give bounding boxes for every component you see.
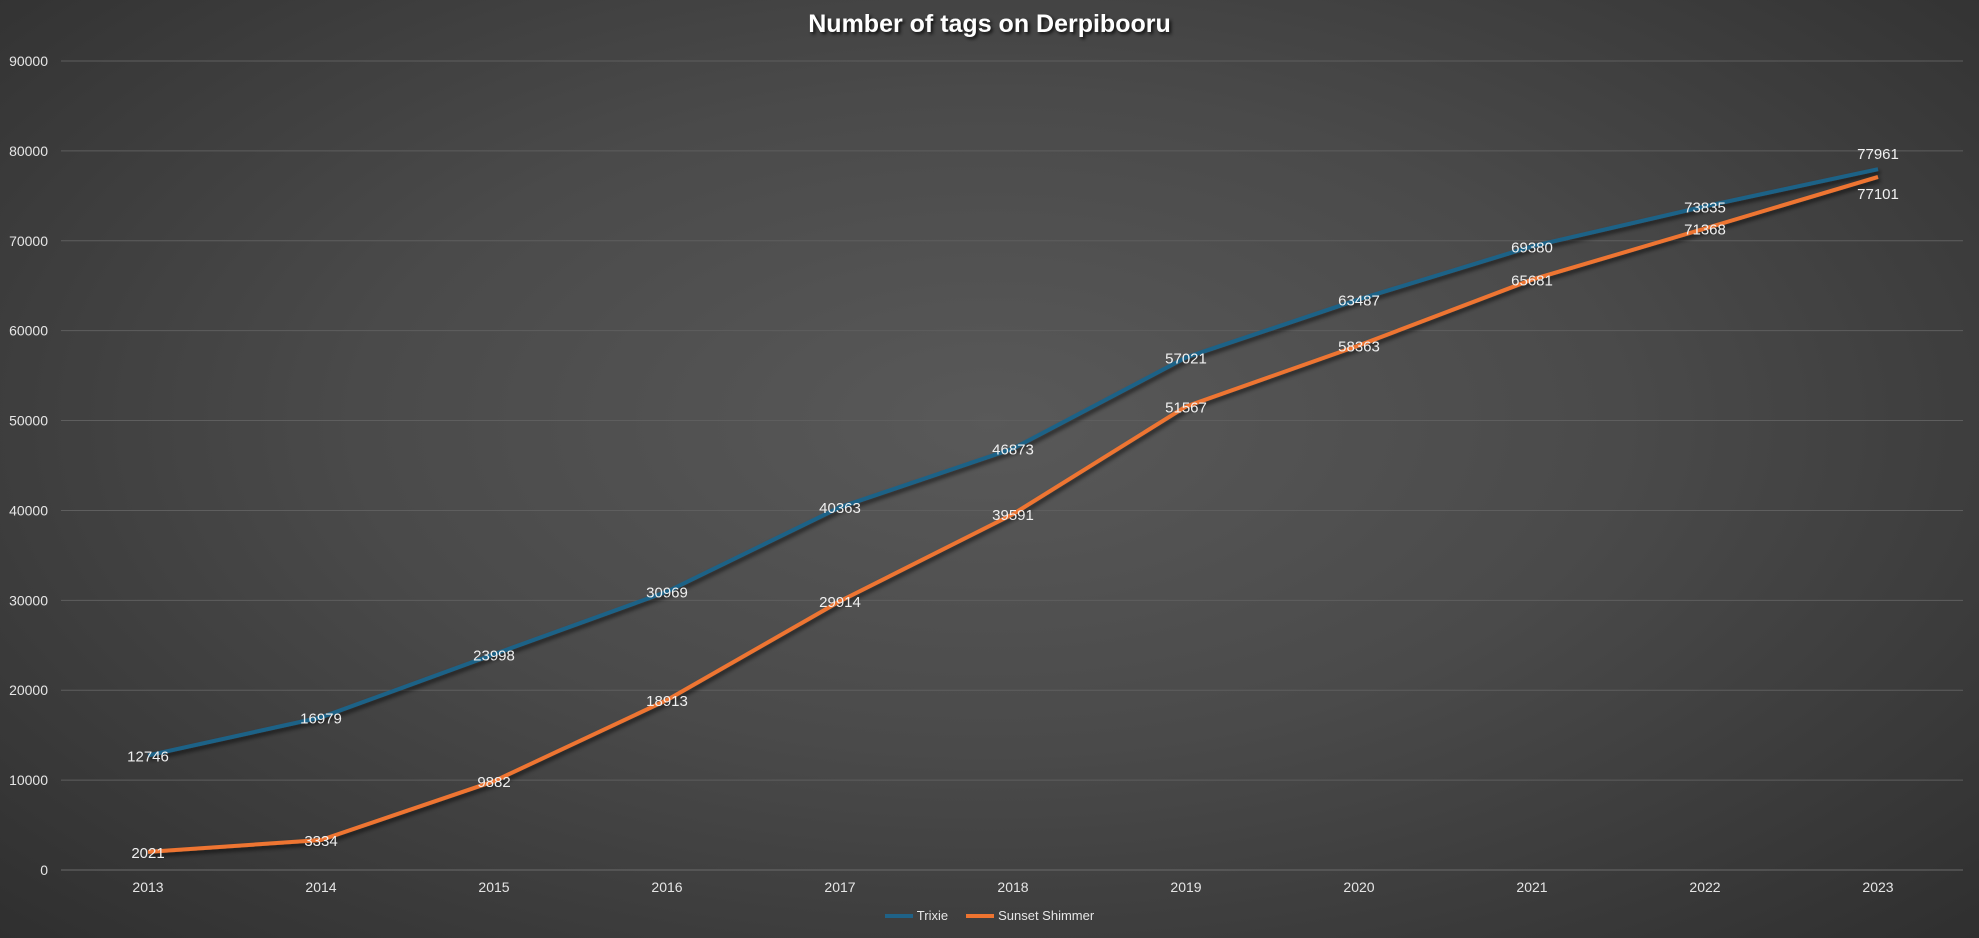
data-label-sunset-shimmer: 18913: [646, 693, 688, 710]
data-label-trixie: 63487: [1338, 292, 1380, 309]
data-label-trixie: 69380: [1511, 239, 1553, 256]
legend-item-sunset-shimmer: Sunset Shimmer: [966, 908, 1094, 923]
data-label-sunset-shimmer: 39591: [992, 507, 1034, 524]
x-tick-label: 2017: [824, 879, 855, 895]
chart-title: Number of tags on Derpibooru: [808, 10, 1171, 38]
data-label-sunset-shimmer: 9882: [477, 774, 510, 791]
x-tick-label: 2021: [1516, 879, 1547, 895]
data-label-trixie: 46873: [992, 442, 1034, 459]
x-tick-label: 2013: [132, 879, 163, 895]
y-tick-label: 60000: [9, 323, 48, 339]
y-tick-label: 40000: [9, 502, 48, 518]
legend-label: Trixie: [916, 908, 949, 923]
data-label-sunset-shimmer: 58363: [1338, 338, 1380, 355]
y-tick-label: 80000: [9, 143, 48, 159]
legend-swatch-trixie: [884, 913, 913, 918]
data-label-sunset-shimmer: 29914: [819, 594, 861, 611]
y-tick-label: 30000: [9, 592, 48, 608]
data-label-sunset-shimmer: 71368: [1684, 221, 1726, 238]
data-label-trixie: 77961: [1857, 146, 1899, 163]
x-tick-label: 2020: [1343, 879, 1374, 895]
data-label-trixie: 73835: [1684, 199, 1726, 216]
data-label-trixie: 23998: [473, 647, 515, 664]
x-tick-label: 2019: [1170, 879, 1201, 895]
data-label-trixie: 12746: [127, 748, 169, 765]
data-label-sunset-shimmer: 51567: [1165, 399, 1207, 416]
y-tick-label: 70000: [9, 233, 48, 249]
y-tick-label: 20000: [9, 682, 48, 698]
x-tick-label: 2022: [1689, 879, 1720, 895]
legend-label: Sunset Shimmer: [998, 908, 1095, 923]
x-tick-label: 2023: [1862, 879, 1893, 895]
series-line-sunset-shimmer: [147, 175, 1879, 854]
x-tick-label: 2014: [305, 879, 336, 895]
data-label-sunset-shimmer: 2021: [131, 845, 164, 862]
data-label-trixie: 30969: [646, 585, 688, 602]
legend-item-trixie: Trixie: [884, 908, 949, 923]
data-label-trixie: 40363: [819, 500, 861, 517]
y-tick-label: 10000: [9, 772, 48, 788]
data-label-trixie: 57021: [1165, 350, 1207, 367]
series-line-trixie: [147, 167, 1879, 758]
y-tick-label: 50000: [9, 413, 48, 429]
data-label-trixie: 16979: [300, 710, 342, 727]
x-tick-label: 2015: [478, 879, 509, 895]
x-tick-label: 2016: [651, 879, 682, 895]
legend: Trixie Sunset Shimmer: [0, 908, 1979, 923]
y-tick-label: 0: [40, 862, 48, 878]
x-tick-label: 2018: [997, 879, 1028, 895]
y-tick-label: 90000: [9, 53, 48, 69]
data-label-sunset-shimmer: 3334: [304, 833, 337, 850]
legend-swatch-sunset: [966, 913, 995, 918]
data-label-sunset-shimmer: 65681: [1511, 273, 1553, 290]
data-label-sunset-shimmer: 77101: [1857, 186, 1899, 203]
